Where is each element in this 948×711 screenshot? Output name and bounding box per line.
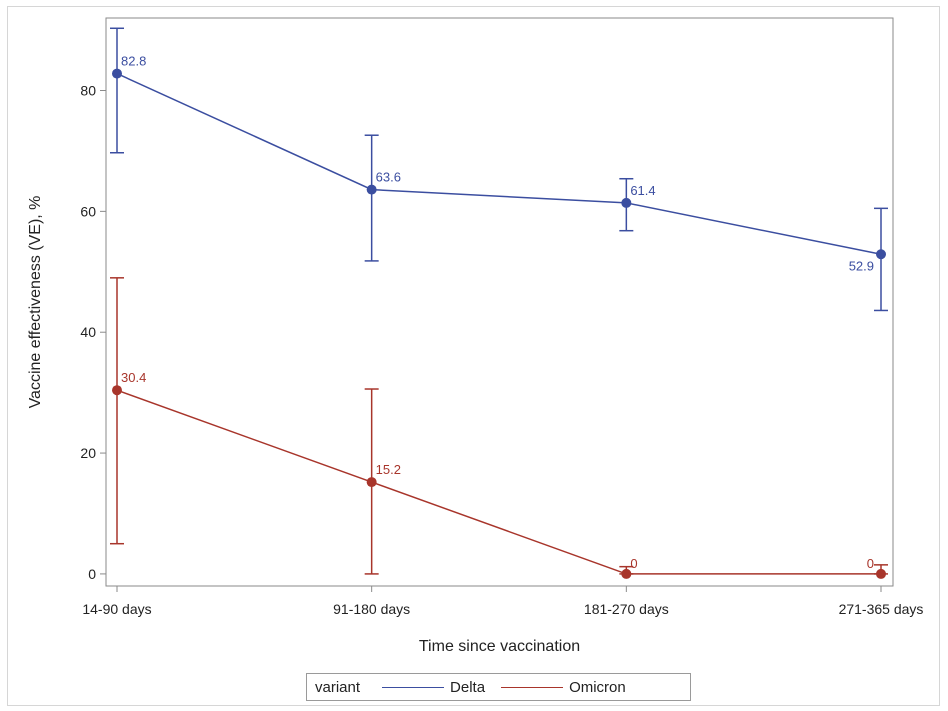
y-tick-label: 0 [88,566,96,582]
legend: variant Delta Omicron [306,673,691,701]
legend-swatch-omicron [501,686,564,688]
data-label-delta: 63.6 [376,170,401,185]
series-delta: 82.8 63.6 61.4 52.9 [110,27,888,312]
y-tick-label: 80 [80,83,96,99]
data-point-omicron [112,385,122,396]
y-tick-label: 40 [80,324,96,340]
data-point-omicron [621,568,632,579]
y-axis-title: Vaccine effectiveness (VE), % [27,196,44,409]
data-point-delta [366,184,377,195]
y-tick-label: 20 [80,445,96,461]
series-line-omicron [116,389,881,575]
x-axis: 14-90 days 91-180 days 181-270 days 271-365… [82,586,923,617]
chart-frame [7,6,940,706]
x-axis-title: Time since vaccination [419,638,580,655]
data-label-omicron: 15.2 [376,462,401,477]
data-point-delta [621,197,632,208]
series-omicron: 30.4 15.2 0 0 [110,277,888,579]
data-label-delta: 82.8 [121,54,146,69]
legend-swatch-delta [382,686,445,688]
x-tick-label: 91-180 days [333,601,410,617]
x-tick-label: 181-270 days [584,601,669,617]
data-label-omicron: 0 [867,556,874,571]
series-layer: 82.8 63.6 61.4 52.9 30.4 15.2 0 0 [110,27,888,579]
y-axis: 0 20 40 60 80 [80,83,106,582]
data-point-delta [112,68,122,79]
legend-label-delta: Delta [450,678,486,696]
data-label-omicron: 0 [630,556,637,571]
data-label-delta: 52.9 [849,258,874,273]
data-point-omicron [876,568,886,579]
data-point-delta [876,249,886,260]
plot-area [105,17,894,587]
series-line-delta [116,72,882,255]
x-tick-label: 14-90 days [82,601,151,617]
y-tick-label: 60 [80,203,96,219]
x-tick-label: 271-365 days [839,601,924,617]
data-point-omicron [366,477,377,488]
data-label-omicron: 30.4 [121,370,146,385]
legend-label-omicron: Omicron [569,678,626,696]
legend-title: variant [315,678,361,696]
data-label-delta: 61.4 [630,183,655,198]
